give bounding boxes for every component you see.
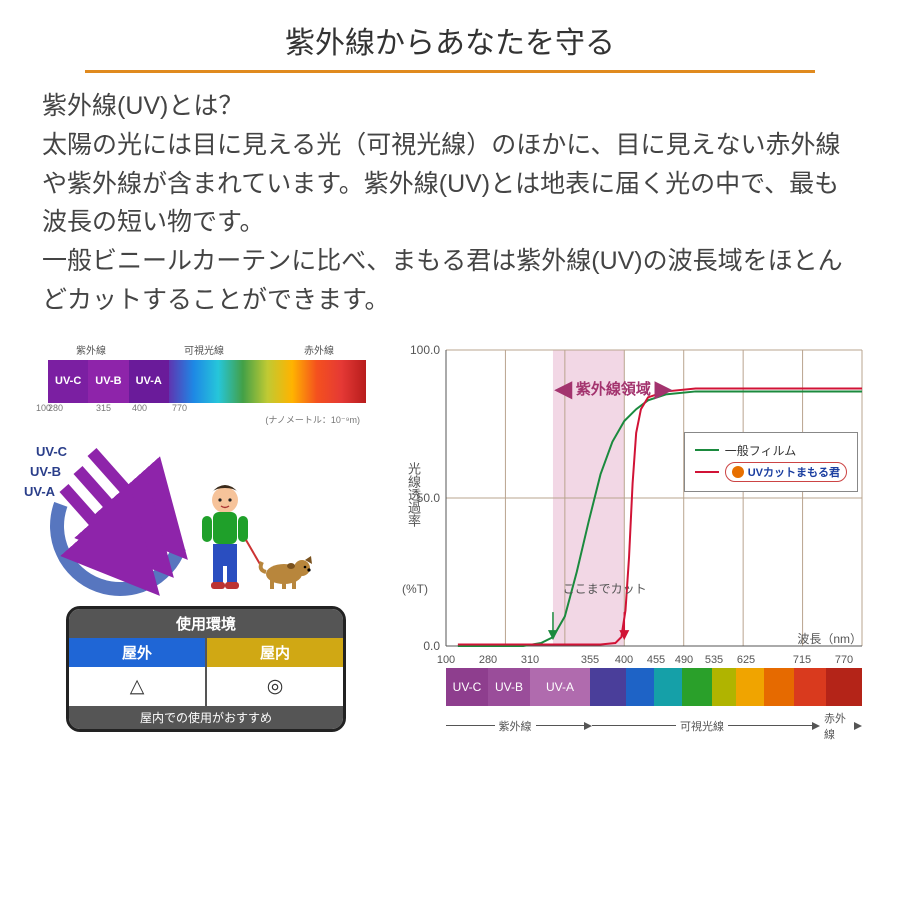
- arrow-right-icon: ▶: [655, 376, 672, 402]
- usage-col-outdoor: 屋外: [69, 638, 207, 667]
- spectrum-group-ir: 赤外線: [274, 342, 364, 357]
- cut-note: ここまでカット: [563, 580, 647, 597]
- spectrum-seg: UV-A: [129, 360, 169, 403]
- spectrum-group-uv: 紫外線: [48, 342, 134, 357]
- intro-p2: 一般ビニールカーテンに比べ、まもる君は紫外線(UV)の波長域をほとんどカットする…: [42, 242, 858, 320]
- y-axis-title: 光線透過率: [404, 462, 423, 527]
- spectrum-group-vis: 可視光線: [134, 342, 274, 357]
- usage-sym-outdoor: △: [69, 667, 207, 706]
- usage-footer: 屋内での使用がおすすめ: [69, 706, 343, 729]
- chart-bottom-spectrum: 100280310355400455490535625715770 UV-CUV…: [446, 668, 862, 742]
- chart-legend: 一般フィルムUVカットまもる君: [684, 432, 858, 492]
- x-axis-title: 波長（nm）: [797, 630, 862, 647]
- title-underline: [85, 70, 815, 73]
- svg-text:0.0: 0.0: [423, 639, 440, 653]
- spectrum-seg: UV-B: [88, 360, 128, 403]
- intro-text: 紫外線(UV)とは？ 太陽の光には目に見える光（可視光線）のほかに、目に見えない…: [0, 87, 900, 320]
- rays-illustration: UV-C UV-B UV-A: [30, 438, 390, 598]
- intro-p1: 太陽の光には目に見える光（可視光線）のほかに、目に見えない赤外線や紫外線が含まれ…: [42, 126, 858, 242]
- spectrum-small: 紫外線 可視光線 赤外線 UV-CUV-BUV-A 10028031540077…: [36, 342, 376, 426]
- usage-sym-indoor: ◎: [207, 667, 343, 706]
- spectrum-unit-note: (ナノメートル：10⁻⁹m): [36, 413, 360, 426]
- transmittance-chart: 0.050.0100.0 光線透過率 (%T) ◀ 紫外線領域 ▶ 一般フィルム…: [400, 342, 870, 772]
- boy-icon: [190, 482, 260, 592]
- usage-table: 使用環境 屋外 屋内 △ ◎ 屋内での使用がおすすめ: [66, 606, 346, 732]
- dog-icon: [258, 550, 314, 590]
- svg-text:100.0: 100.0: [410, 343, 440, 357]
- usage-header: 使用環境: [69, 609, 343, 638]
- y-axis-unit: (%T): [402, 582, 428, 596]
- intro-q: 紫外線(UV)とは？: [42, 87, 858, 126]
- page-title: 紫外線からあなたを守る: [0, 0, 900, 70]
- arrow-left-icon: ◀: [555, 376, 572, 402]
- uv-region-label: ◀ 紫外線領域 ▶: [555, 376, 672, 402]
- usage-col-indoor: 屋内: [207, 638, 343, 667]
- uv-region-text: 紫外線領域: [576, 378, 651, 399]
- spectrum-seg: UV-C: [48, 360, 88, 403]
- uv-rays-icon: [50, 438, 210, 598]
